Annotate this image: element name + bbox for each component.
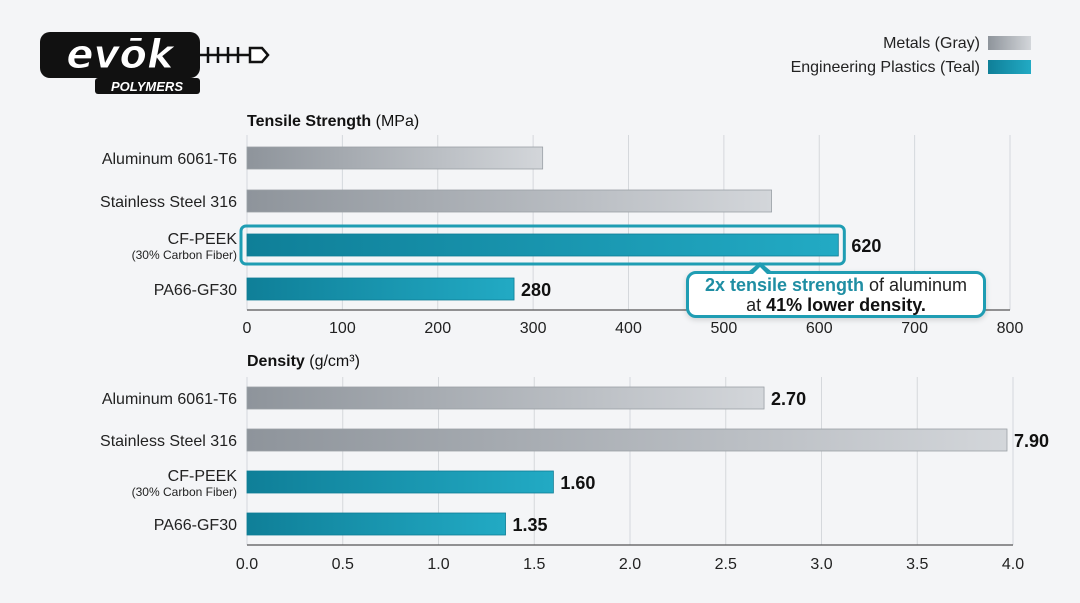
logo: evōk POLYMERS — [40, 32, 270, 94]
plot-title-text: Density — [247, 353, 305, 370]
plot-unit: (g/cm³) — [305, 353, 360, 370]
callout-text2: at — [746, 295, 767, 315]
tick-label: 300 — [520, 320, 547, 337]
data-label: 2.70 — [771, 389, 806, 409]
legend-swatch — [988, 60, 1031, 74]
tick-label: 400 — [615, 320, 642, 337]
data-label: 280 — [521, 280, 551, 300]
bar — [246, 386, 765, 410]
data-label: 1.60 — [560, 473, 595, 493]
tick-label: 500 — [711, 320, 738, 337]
tick-label: 1.0 — [427, 556, 449, 573]
category-sublabel: (30% Carbon Fiber) — [132, 485, 237, 499]
callout-pointer-inner — [752, 267, 768, 275]
bar — [246, 470, 554, 494]
legend-swatch — [988, 36, 1031, 50]
plot-unit: (MPa) — [371, 113, 419, 130]
category-label: Aluminum 6061-T6 — [102, 151, 237, 168]
legend: Metals (Gray) Engineering Plastics (Teal) — [791, 35, 1031, 76]
callout-highlight: 2x tensile strength — [704, 275, 864, 295]
data-label: 620 — [851, 236, 881, 256]
tick-label: 600 — [806, 320, 833, 337]
tick-label: 3.0 — [810, 556, 832, 573]
plot-title: Density (g/cm³) — [247, 353, 360, 370]
category-sublabel: (30% Carbon Fiber) — [132, 248, 237, 262]
highlight-outline — [239, 224, 846, 266]
callout-box: 2x tensile strength of aluminum at 41% l… — [686, 271, 986, 318]
category-label: PA66-GF30 — [154, 517, 237, 534]
category-label: Stainless Steel 316 — [100, 194, 237, 211]
tick-label: 800 — [997, 320, 1024, 337]
category-label: Aluminum 6061-T6 — [102, 391, 237, 408]
data-label: 7.90 — [1014, 431, 1049, 451]
tick-label: 2.5 — [715, 556, 737, 573]
bar — [246, 277, 515, 301]
plot-tensile-strength: Tensile Strength (MPa) 0 100 200 300 400 500 60… — [100, 113, 1023, 337]
bar — [246, 428, 1008, 452]
tick-label: 1.5 — [523, 556, 545, 573]
category-label: Stainless Steel 316 — [100, 433, 237, 450]
tick-label: 200 — [424, 320, 451, 337]
tick-label: 4.0 — [1002, 556, 1024, 573]
category-label: CF-PEEK — [168, 468, 238, 485]
callout-bold: 41% lower density. — [766, 295, 926, 315]
callout-text1: of aluminum — [864, 275, 968, 295]
tick-label: 0.5 — [332, 556, 354, 573]
tick-label: 700 — [901, 320, 928, 337]
tick-label: 0.0 — [236, 556, 258, 573]
bar — [246, 233, 839, 257]
data-label: 1.35 — [513, 515, 548, 535]
plot-density: Density (g/cm³) 0.0 0.5 1.0 1.5 2.0 2.5 3.0 3.5 4… — [100, 353, 1049, 573]
legend-label: Metals (Gray) — [883, 35, 980, 52]
bar — [246, 189, 772, 213]
plot-title: Tensile Strength (MPa) — [247, 113, 419, 130]
logo-subtext: POLYMERS — [111, 79, 183, 94]
logo-text: evōk — [66, 32, 176, 78]
tick-label: 100 — [329, 320, 356, 337]
tick-label: 2.0 — [619, 556, 641, 573]
plot-title-text: Tensile Strength — [247, 113, 371, 130]
tick-label: 3.5 — [906, 556, 928, 573]
legend-label: Engineering Plastics (Teal) — [791, 59, 980, 76]
bar — [246, 146, 544, 170]
category-label: CF-PEEK — [168, 231, 238, 248]
category-label: PA66-GF30 — [154, 282, 237, 299]
bar — [246, 512, 506, 536]
tick-label: 0 — [243, 320, 252, 337]
